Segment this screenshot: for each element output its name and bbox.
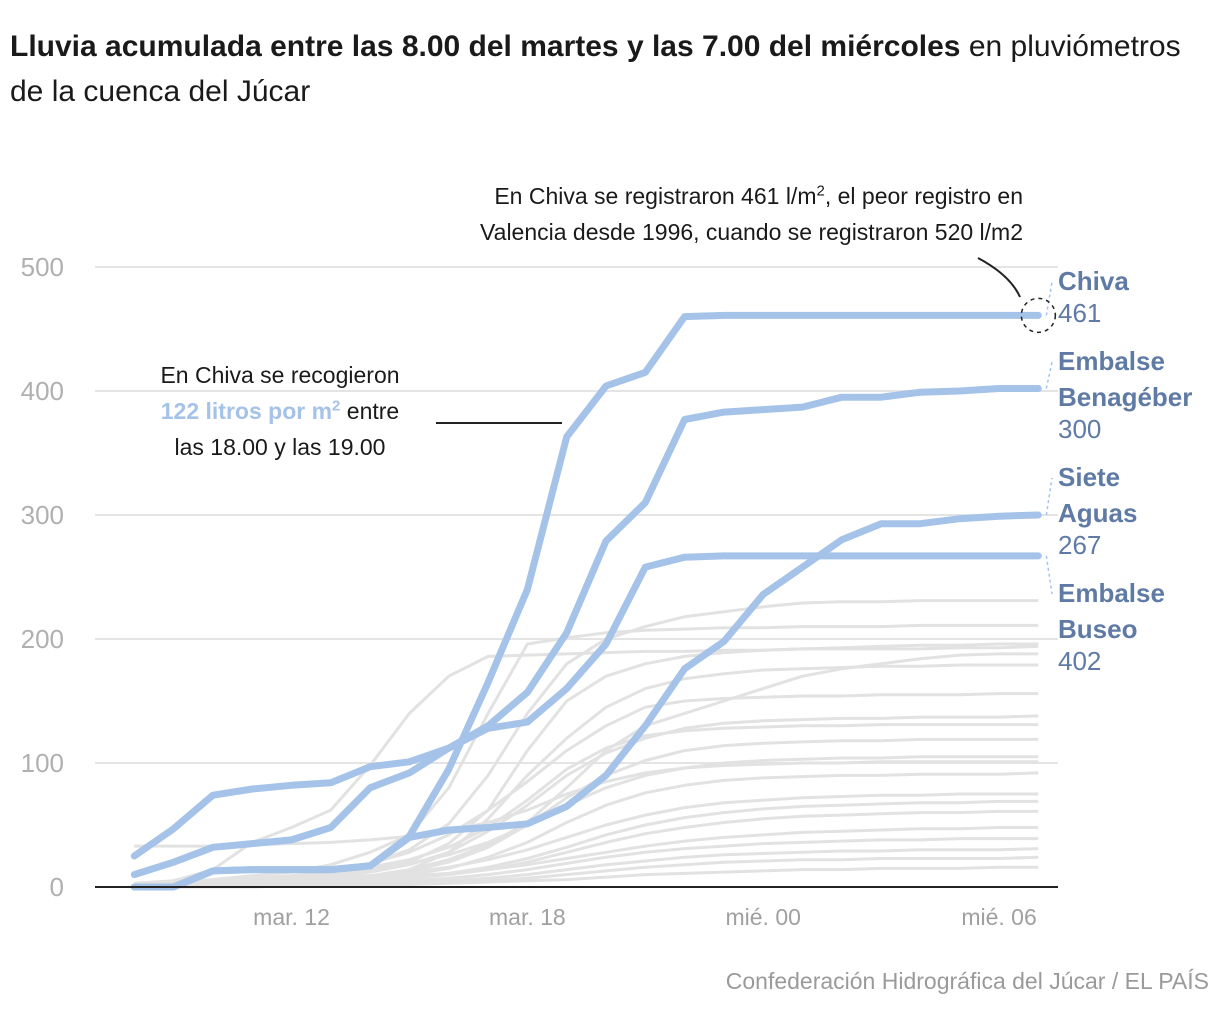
series-final-value: 461 [1058,298,1101,328]
series-line-siete-aguas [130,511,1042,891]
x-tick-label: mar. 18 [489,904,566,930]
y-tick-label: 500 [21,252,64,282]
label-leader [1045,361,1053,389]
chiva-record-annotation: En Chiva se registraron 461 l/m2, el peo… [480,182,1023,245]
station-line [134,652,1039,889]
series-final-value: 402 [1058,646,1101,676]
series-name: Embalse [1058,346,1165,376]
label-leader [1045,555,1053,595]
chiva-end-circle [1020,297,1057,334]
annotation-arrow-top [977,257,1021,298]
series-name: Aguas [1058,498,1137,528]
y-tick-label: 400 [21,376,64,406]
x-tick-label: mié. 06 [961,904,1036,930]
series-line-embalse-buseo [130,552,1042,879]
label-leader [1045,477,1053,516]
x-tick-label: mar. 12 [253,904,330,930]
y-tick-label: 0 [50,872,64,902]
y-tick-label: 200 [21,624,64,654]
chart-title: Lluvia acumulada entre las 8.00 del mart… [10,30,1181,108]
series-name: Buseo [1058,614,1137,644]
station-line [134,723,1039,886]
series-name: Benagéber [1058,382,1192,412]
station-line [134,644,1039,885]
chiva-peak-hour-annotation: En Chiva se recogieron 122 litros por m2… [160,362,400,460]
highlight-amount: 122 litros por m2 [160,397,341,424]
label-leader [1045,281,1053,316]
series-name: Siete [1058,462,1120,492]
series-line-embalse-benag-ber [130,385,1042,860]
y-tick-label: 100 [21,748,64,778]
series-final-value: 300 [1058,414,1101,444]
y-tick-label: 300 [21,500,64,530]
x-tick-label: mié. 00 [725,904,800,930]
series-name: Embalse [1058,578,1165,608]
series-name: Chiva [1058,266,1129,296]
station-line [134,755,1039,888]
series-final-value: 267 [1058,530,1101,560]
source-credit: Confederación Hidrográfica del Júcar / E… [725,968,1209,994]
